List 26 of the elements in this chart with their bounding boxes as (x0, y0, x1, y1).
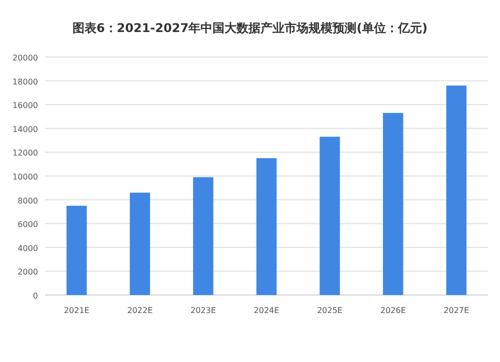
bar (66, 206, 87, 295)
y-tick-label: 18000 (12, 77, 38, 86)
x-tick-label: 2023E (190, 306, 216, 315)
bar (382, 112, 404, 295)
y-tick-label: 0 (32, 292, 38, 300)
x-tick-label: 2026E (380, 306, 406, 315)
x-tick-label: 2025E (317, 306, 342, 315)
bar (193, 177, 214, 295)
y-tick-label: 14000 (12, 124, 38, 134)
bar (446, 86, 466, 295)
bar (256, 158, 277, 295)
x-tick-label: 2024E (254, 306, 280, 315)
y-tick-label: 2000 (18, 268, 38, 277)
y-tick-label: 6000 (18, 220, 38, 230)
x-tick-label: 2022E (127, 306, 153, 315)
x-tick-label: 2021E (64, 306, 90, 315)
y-tick-label: 20000 (12, 54, 38, 62)
y-tick-label: 8000 (18, 196, 38, 206)
chart-title: 图表6：2021-2027年中国大数据产业市场规模预测(单位：亿元) (72, 21, 428, 35)
bar (130, 192, 150, 295)
y-tick-label: 16000 (12, 101, 38, 110)
y-tick-label: 12000 (12, 148, 38, 158)
x-tick-label: 2027E (444, 306, 470, 315)
bar (320, 136, 340, 295)
y-tick-label: 4000 (18, 244, 38, 253)
y-tick-label: 10000 (12, 172, 38, 182)
